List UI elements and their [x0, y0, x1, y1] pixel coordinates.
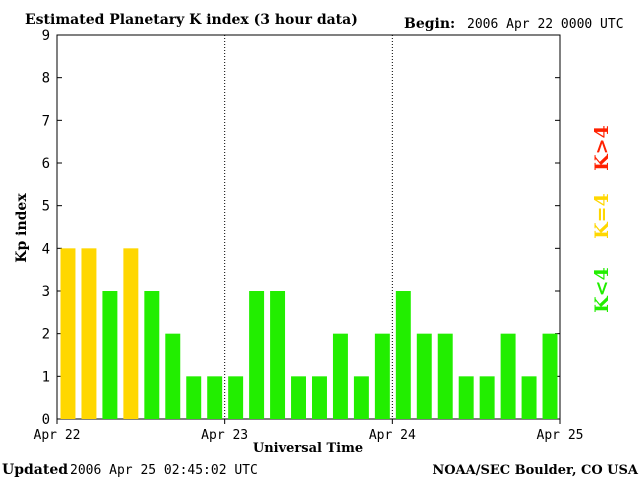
kp-bar [186, 376, 202, 419]
y-tick-label: 9 [42, 28, 50, 44]
kp-bar [102, 291, 118, 419]
kp-bar [60, 248, 76, 419]
y-tick-label: 8 [42, 71, 50, 87]
kp-bar [458, 376, 474, 419]
legend-item: K>4 [591, 125, 613, 171]
kp-bar [374, 333, 390, 419]
plot-frame [56, 34, 561, 420]
kp-bar [207, 376, 223, 419]
updated-value: 2006 Apr 25 02:45:02 UTC [70, 463, 258, 478]
y-tick-label: 7 [42, 113, 50, 129]
x-axis-label: Universal Time [253, 441, 363, 456]
kp-bar [542, 333, 558, 419]
kp-bar [81, 248, 97, 419]
plot-area: 0 1 2 3 4 5 6 7 8 9 Apr 22 Apr 23 Apr 24 Apr 25 [34, 28, 584, 443]
y-tick-label: 2 [42, 327, 50, 343]
updated-label: Updated [2, 462, 68, 478]
x-tick-label: Apr 25 [537, 428, 584, 443]
kp-bar [500, 333, 516, 419]
kp-bar [144, 291, 160, 419]
y-tick-label: 6 [42, 156, 50, 172]
y-axis-label: Kp index [14, 193, 30, 263]
kp-bar [353, 376, 369, 419]
y-tick-label: 0 [42, 412, 50, 428]
x-tick-label: Apr 24 [369, 428, 416, 443]
x-tick-label: Apr 23 [201, 428, 248, 443]
kp-bar [165, 333, 181, 419]
source-credit: NOAA/SEC Boulder, CO USA [432, 463, 639, 478]
y-tick-label: 1 [42, 369, 50, 385]
kp-bar [395, 291, 411, 419]
kp-bar [521, 376, 537, 419]
legend-item: K<4 [591, 267, 613, 313]
kp-bar [479, 376, 495, 419]
kp-bar [249, 291, 265, 419]
kp-bar [291, 376, 306, 419]
y-tick-label: 3 [42, 284, 50, 300]
kp-bar [437, 333, 453, 419]
kp-bar [123, 248, 139, 419]
y-tick-label: 4 [42, 241, 50, 257]
begin-value: 2006 Apr 22 0000 UTC [467, 17, 624, 32]
kp-bar [416, 333, 432, 419]
kp-bar [228, 376, 244, 419]
kp-bar [312, 376, 327, 419]
chart-title: Estimated Planetary K index (3 hour data… [25, 12, 358, 28]
kp-bar [332, 333, 348, 419]
kp-bar [270, 291, 286, 419]
y-tick-label: 5 [42, 199, 50, 215]
legend-item: K=4 [591, 193, 613, 239]
begin-label: Begin: [404, 16, 455, 32]
x-tick-label: Apr 22 [34, 428, 81, 443]
legend: K>4 K=4 K<4 [591, 125, 613, 313]
